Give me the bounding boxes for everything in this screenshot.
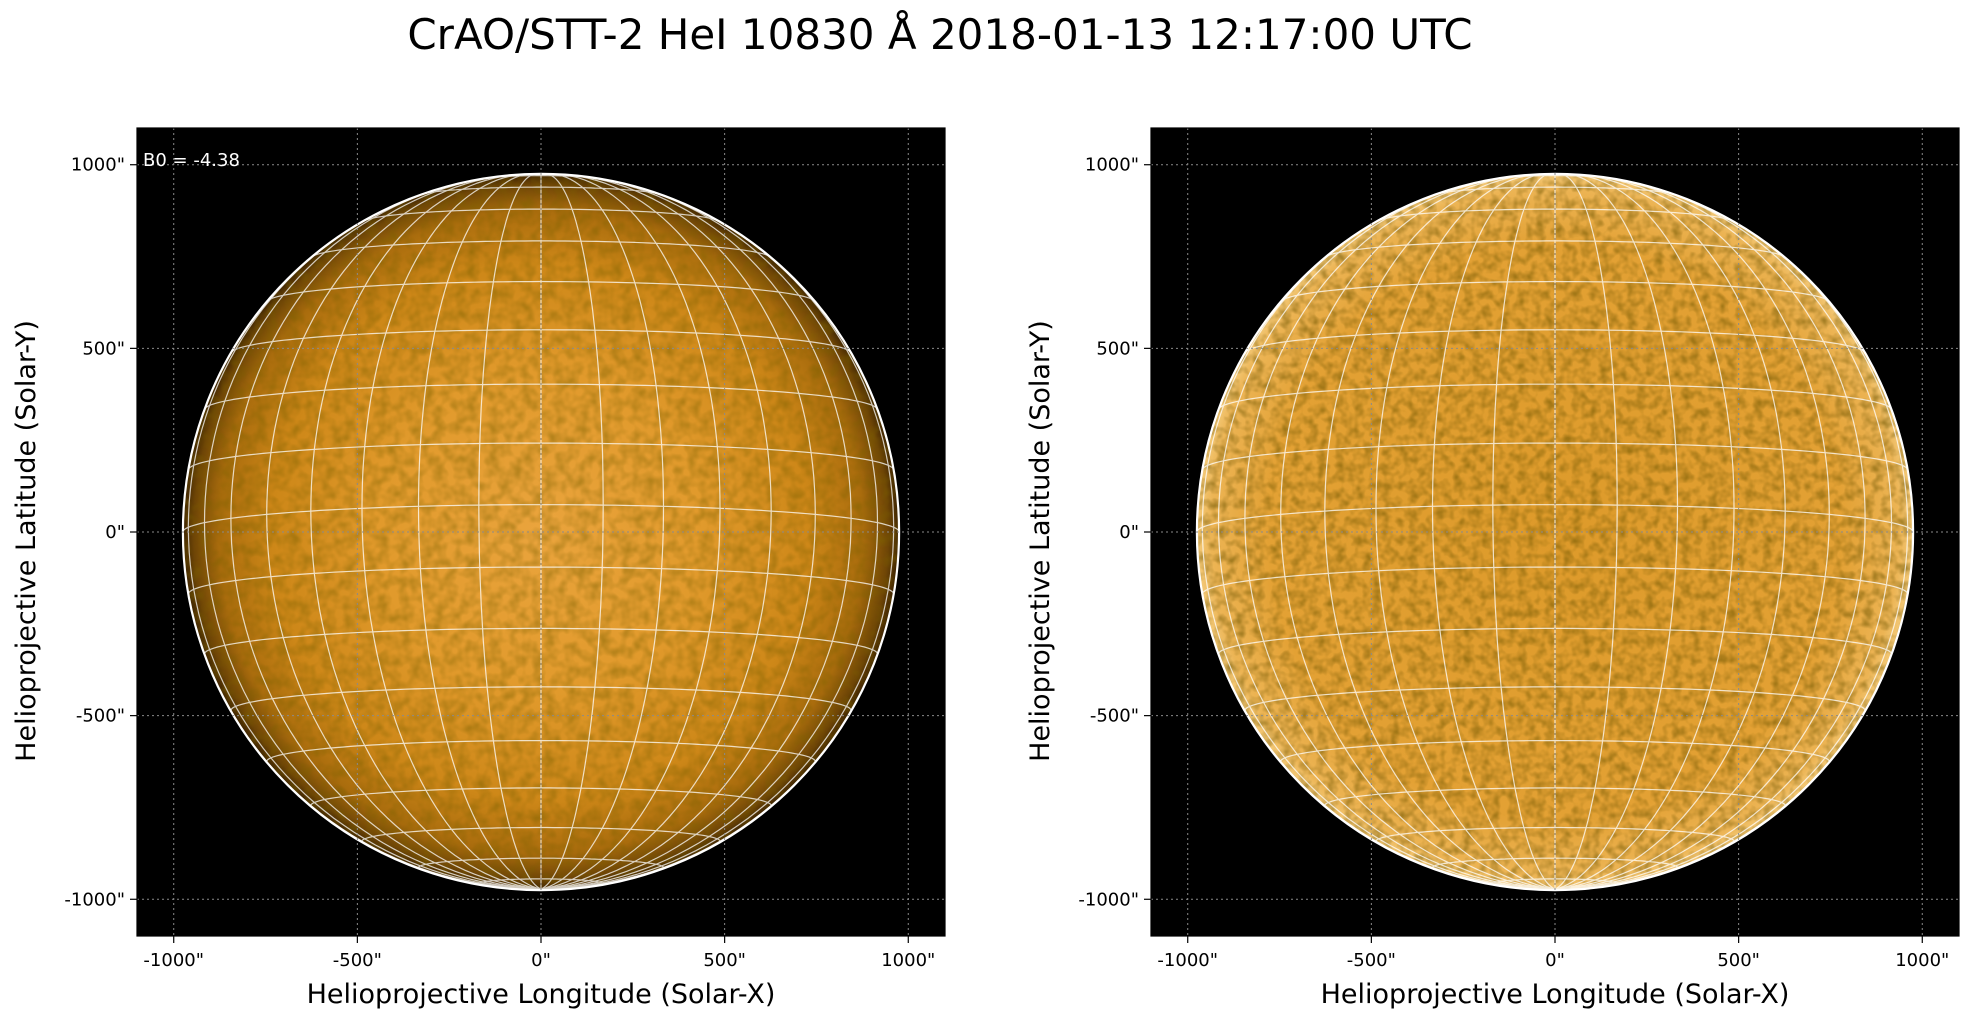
longitude-line <box>1554 174 1830 890</box>
panel-right: -1000" -500" 0" 500" 1000" 1000" 500" 0" -500" -1… <box>1025 127 1960 1010</box>
longitude-line <box>1554 173 1618 890</box>
b0-annotation: B0 = -4.38 <box>143 150 240 171</box>
y-tick-label: 0" <box>1119 522 1139 543</box>
longitude-line <box>203 180 542 890</box>
x-axis-label: Helioprojective Longitude (Solar-X) <box>307 979 776 1010</box>
longitude-line <box>1244 175 1556 890</box>
longitude-line <box>540 198 895 890</box>
y-tick-label: 500" <box>1096 338 1139 359</box>
panel-left: -1000" -500" 0" 500" 1000" 1000" 500" 0" -500" -1… <box>11 127 946 1010</box>
longitude-line <box>1554 180 1893 890</box>
x-tick-label: 0" <box>531 950 551 971</box>
longitude-line <box>1554 175 1866 890</box>
x-tick-label: 1000" <box>1895 950 1949 971</box>
longitude-line <box>1375 173 1556 890</box>
y-tick-label: 1000" <box>1085 155 1139 176</box>
longitude-line <box>1492 173 1556 890</box>
longitude-line <box>540 175 852 890</box>
longitude-line <box>1217 180 1556 890</box>
longitude-line <box>187 198 542 890</box>
longitude-line <box>540 173 721 890</box>
longitude-line <box>1431 173 1556 890</box>
longitude-line <box>361 173 542 890</box>
x-tick-label: 0" <box>1545 950 1565 971</box>
longitude-line <box>1554 174 1786 890</box>
x-tick-label: -500" <box>1347 950 1396 971</box>
y-tick-label: 0" <box>105 522 125 543</box>
longitude-line <box>1554 198 1909 890</box>
x-tick-label: -500" <box>333 950 382 971</box>
longitude-line <box>1324 174 1556 890</box>
figure-title: CrAO/STT-2 HeI 10830 Å 2018-01-13 12:17:… <box>407 10 1473 59</box>
longitude-line <box>478 173 542 890</box>
longitude-line <box>540 173 604 890</box>
x-axis-label: Helioprojective Longitude (Solar-X) <box>1321 979 1790 1010</box>
longitude-line <box>266 174 542 890</box>
longitude-line <box>1554 173 1679 890</box>
heliographic-grid <box>182 173 900 890</box>
longitude-line <box>540 173 665 890</box>
x-tick-label: 1000" <box>881 950 935 971</box>
longitude-line <box>230 175 542 890</box>
x-tick-label: 500" <box>703 950 746 971</box>
y-tick-label: 1000" <box>71 155 125 176</box>
longitude-line <box>540 174 816 890</box>
y-tick-label: -1000" <box>64 889 125 910</box>
longitude-line <box>310 174 542 890</box>
y-axis-label: Helioprojective Latitude (Solar-Y) <box>11 320 42 762</box>
x-tick-label: -1000" <box>143 950 204 971</box>
y-tick-label: -1000" <box>1078 889 1139 910</box>
longitude-line <box>540 180 879 890</box>
y-axis-label: Helioprojective Latitude (Solar-Y) <box>1025 320 1056 762</box>
y-tick-label: -500" <box>1090 706 1139 727</box>
x-tick-label: -1000" <box>1157 950 1218 971</box>
longitude-line <box>1201 198 1556 890</box>
x-tick-label: 500" <box>1717 950 1760 971</box>
y-tick-label: -500" <box>76 706 125 727</box>
y-tick-label: 500" <box>82 338 125 359</box>
longitude-line <box>1280 174 1556 890</box>
longitude-line <box>417 173 542 890</box>
longitude-line <box>1554 173 1735 890</box>
longitude-line <box>540 174 772 890</box>
